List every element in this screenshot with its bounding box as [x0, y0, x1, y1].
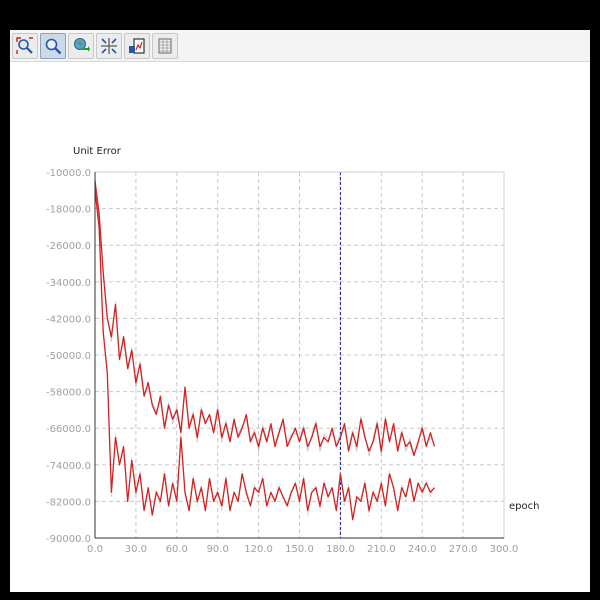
table-button[interactable] — [152, 33, 178, 59]
x-tick-label: 120.0 — [244, 544, 273, 555]
export-icon — [129, 38, 145, 54]
y-tick-label: -50000.0 — [46, 351, 91, 362]
table-icon — [158, 38, 172, 54]
series-group — [94, 178, 436, 521]
zoom-button[interactable] — [40, 33, 66, 59]
x-tick-label: 300.0 — [490, 544, 519, 555]
axes — [94, 171, 505, 539]
chart-window: 0.0 30.0 60.0 90.0 120.0 150.0 180.0 210.0 240.0… — [10, 30, 590, 592]
pan-icon — [74, 38, 90, 52]
y-axis-label: Unit Error — [73, 146, 122, 157]
x-tick-label: 270.0 — [449, 544, 478, 555]
line-chart[interactable]: 0.0 30.0 60.0 90.0 120.0 150.0 180.0 210.0 240.0… — [10, 62, 590, 592]
zoom-fit-icon — [16, 37, 33, 54]
toolbar — [10, 30, 590, 62]
y-tick-label: -74000.0 — [46, 461, 91, 472]
x-tick-label: 240.0 — [408, 544, 437, 555]
series-ghost-line — [94, 187, 435, 517]
y-tick-label: -42000.0 — [46, 314, 91, 325]
x-tick-label: 60.0 — [166, 544, 188, 555]
export-button[interactable] — [124, 33, 150, 59]
y-tick-label: -90000.0 — [46, 534, 91, 545]
x-tick-label: 150.0 — [285, 544, 314, 555]
crosshair-icon — [101, 38, 117, 54]
grid — [95, 171, 505, 538]
x-tick-label: 210.0 — [367, 544, 396, 555]
y-tick-label: -10000.0 — [46, 168, 91, 179]
series-ghost-line — [94, 178, 435, 457]
x-tick-label: 90.0 — [207, 544, 229, 555]
x-tick-label: 0.0 — [87, 544, 103, 555]
y-tick-label: -66000.0 — [46, 424, 91, 435]
series-line-2 — [94, 190, 435, 521]
tick-labels: 0.0 30.0 60.0 90.0 120.0 150.0 180.0 210.0 240.0… — [46, 168, 518, 555]
x-tick-label: 180.0 — [326, 544, 355, 555]
y-tick-label: -34000.0 — [46, 278, 91, 289]
y-tick-label: -18000.0 — [46, 205, 91, 216]
crosshair-button[interactable] — [96, 33, 122, 59]
series-line-1 — [94, 181, 436, 457]
x-axis-label: epoch — [509, 501, 539, 512]
zoom-fit-button[interactable] — [12, 33, 38, 59]
y-tick-label: -58000.0 — [46, 388, 91, 399]
zoom-icon — [45, 38, 62, 55]
y-tick-label: -26000.0 — [46, 241, 91, 252]
x-tick-label: 30.0 — [125, 544, 147, 555]
pan-button[interactable] — [68, 33, 94, 59]
y-tick-label: -82000.0 — [46, 497, 91, 508]
